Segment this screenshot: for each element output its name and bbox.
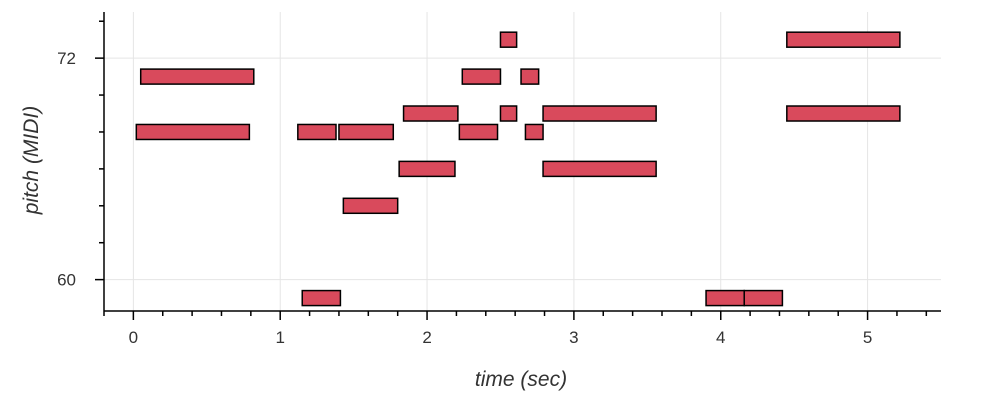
- y-tick-label: 60: [57, 271, 76, 290]
- note-bar: [499, 105, 518, 122]
- axes: 0 1 2 3 4 5 60 72: [57, 12, 941, 347]
- note-bar: [520, 68, 540, 85]
- x-tick-label: 0: [129, 328, 138, 347]
- note-bar: [786, 31, 901, 48]
- notes: [135, 31, 901, 307]
- x-tick-label: 3: [569, 328, 578, 347]
- note-bar: [338, 123, 395, 141]
- note-bar: [398, 160, 456, 178]
- note-bar: [342, 197, 399, 215]
- note-bar: [458, 123, 499, 141]
- x-axis-label: time (sec): [475, 368, 567, 391]
- note-bar: [499, 31, 518, 48]
- note-bar: [524, 123, 544, 141]
- x-tick-label: 2: [422, 328, 431, 347]
- note-bar: [542, 160, 657, 178]
- labels: time (sec) pitch (MIDI): [20, 106, 567, 391]
- note-bar: [461, 68, 502, 85]
- x-tick-label: 1: [275, 328, 284, 347]
- note-bar: [542, 105, 657, 122]
- x-tick-label: 5: [863, 328, 872, 347]
- x-tick-label: 4: [716, 328, 725, 347]
- y-tick-label: 72: [57, 49, 76, 68]
- note-bar: [135, 123, 251, 141]
- note-bar: [402, 105, 459, 122]
- note-bar: [297, 123, 337, 141]
- y-axis-label: pitch (MIDI): [20, 106, 43, 216]
- note-bar: [705, 289, 745, 307]
- note-bar: [743, 289, 784, 307]
- note-bar: [139, 68, 255, 85]
- note-bar: [786, 105, 901, 122]
- note-bar: [301, 289, 342, 307]
- grid: [104, 12, 941, 311]
